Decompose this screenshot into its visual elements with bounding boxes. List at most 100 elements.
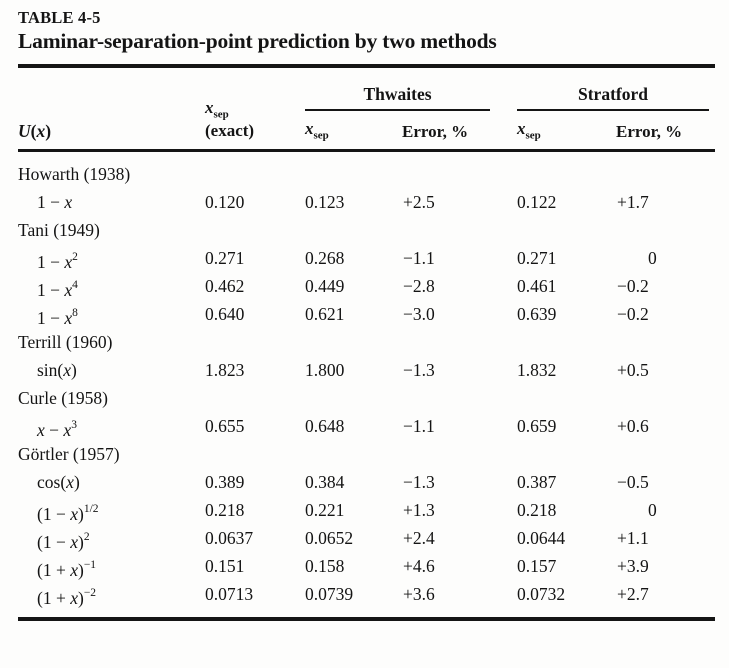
column-header-stratford-xsep: xsep — [517, 119, 541, 142]
velocity-formula-cell: (1 − x)1/2 — [37, 502, 99, 524]
xsep-exact-cell: 0.151 — [205, 555, 245, 576]
thwaites-xsep-cell: 0.384 — [305, 471, 345, 492]
velocity-formula-cell: 1 − x8 — [37, 306, 78, 328]
stratford-error-cell: −0.2 — [617, 303, 649, 324]
stratford-xsep-cell: 0.659 — [517, 415, 557, 436]
table-label: TABLE 4-5 — [18, 8, 101, 27]
thwaites-error-cell: +2.4 — [403, 527, 435, 548]
stratford-error-cell: −0.5 — [617, 471, 649, 492]
table-row: cos(x) 0.389 0.384 −1.3 0.387 −0.5 — [18, 468, 715, 496]
stratford-xsep-cell: 0.639 — [517, 303, 557, 324]
exact-label: (exact) — [205, 121, 255, 141]
group-row: Curle (1958) — [18, 384, 715, 412]
stratford-error-cell: 0 — [648, 499, 657, 520]
xsep-symbol: xsep — [205, 97, 229, 121]
xsep-exact-cell: 0.462 — [205, 275, 245, 296]
stratford-xsep-cell: 0.157 — [517, 555, 557, 576]
column-header-xsep-exact: xsep (exact) — [205, 98, 305, 142]
group-row: Terrill (1960) — [18, 328, 715, 356]
table-row: (1 − x)2 0.0637 0.0652 +2.4 0.0644 +1.1 — [18, 524, 715, 552]
stratford-error-cell: +1.7 — [617, 191, 649, 212]
xsep-exact-cell: 0.120 — [205, 191, 245, 212]
column-group-stratford: Stratford — [517, 84, 709, 112]
thwaites-xsep-cell: 0.221 — [305, 499, 345, 520]
thwaites-error-cell: −1.1 — [403, 247, 435, 268]
table-header: U(x) xsep (exact) Thwaites Stratford xse… — [18, 84, 715, 152]
thwaites-error-cell: +4.6 — [403, 555, 435, 576]
xsep-exact-cell: 0.271 — [205, 247, 245, 268]
thwaites-error-cell: −3.0 — [403, 303, 435, 324]
velocity-formula-cell: 1 − x4 — [37, 278, 78, 300]
thwaites-error-cell: −1.3 — [403, 359, 435, 380]
column-header-thwaites-error: Error, % — [402, 121, 469, 141]
table-caption: TABLE 4-5 Laminar-separation-point predi… — [18, 8, 713, 54]
column-header-stratford-error: Error, % — [616, 121, 683, 141]
thwaites-xsep-cell: 0.123 — [305, 191, 345, 212]
thwaites-error-cell: +1.3 — [403, 499, 435, 520]
top-rule — [18, 64, 715, 69]
thwaites-xsep-cell: 0.621 — [305, 303, 345, 324]
stratford-error-cell: +0.6 — [617, 415, 649, 436]
velocity-formula-cell: x − x3 — [37, 418, 77, 440]
stratford-error-cell: +1.1 — [617, 527, 649, 548]
stratford-xsep-cell: 0.0732 — [517, 583, 566, 604]
thwaites-xsep-cell: 0.158 — [305, 555, 345, 576]
group-row: Tani (1949) — [18, 216, 715, 244]
thwaites-xsep-cell: 0.0652 — [305, 527, 354, 548]
stratford-error-cell: +0.5 — [617, 359, 649, 380]
table-title: Laminar-separation-point prediction by t… — [18, 28, 497, 53]
xsep-exact-cell: 0.0637 — [205, 527, 254, 548]
thwaites-error-cell: −2.8 — [403, 275, 435, 296]
table-row: (1 − x)1/2 0.218 0.221 +1.3 0.218 0 — [18, 496, 715, 524]
xsep-exact-cell: 0.389 — [205, 471, 245, 492]
thwaites-xsep-cell: 0.449 — [305, 275, 345, 296]
table-row: (1 + x)−2 0.0713 0.0739 +3.6 0.0732 +2.7 — [18, 580, 715, 608]
thwaites-xsep-cell: 1.800 — [305, 359, 345, 380]
thwaites-xsep-cell: 0.648 — [305, 415, 345, 436]
table-body: Howarth (1938) 1 − x 0.120 0.123 +2.5 0.… — [18, 152, 713, 608]
velocity-formula-cell: sin(x) — [37, 359, 77, 380]
stratford-xsep-cell: 1.832 — [517, 359, 557, 380]
table-row: 1 − x8 0.640 0.621 −3.0 0.639 −0.2 — [18, 300, 715, 328]
table-page: TABLE 4-5 Laminar-separation-point predi… — [18, 8, 715, 621]
stratford-error-cell: +3.9 — [617, 555, 649, 576]
thwaites-error-cell: −1.3 — [403, 471, 435, 492]
velocity-formula-cell: (1 − x)2 — [37, 530, 90, 552]
xsep-exact-cell: 0.640 — [205, 303, 245, 324]
stratford-error-cell: −0.2 — [617, 275, 649, 296]
group-name: Curle (1958) — [18, 387, 108, 408]
xsep-exact-cell: 0.218 — [205, 499, 245, 520]
bottom-rule — [18, 616, 715, 621]
column-header-thwaites-xsep: xsep — [305, 119, 329, 142]
stratford-xsep-cell: 0.122 — [517, 191, 557, 212]
velocity-formula-cell: (1 + x)−1 — [37, 558, 97, 580]
thwaites-error-cell: +2.5 — [403, 191, 435, 212]
group-name: Görtler (1957) — [18, 443, 120, 464]
group-name: Terrill (1960) — [18, 331, 113, 352]
group-name: Tani (1949) — [18, 219, 100, 240]
group-row: Howarth (1938) — [18, 160, 715, 188]
table-row: 1 − x 0.120 0.123 +2.5 0.122 +1.7 — [18, 188, 715, 216]
column-group-thwaites: Thwaites — [305, 84, 490, 112]
velocity-formula-cell: (1 + x)−2 — [37, 586, 97, 608]
stratford-xsep-cell: 0.271 — [517, 247, 557, 268]
stratford-xsep-cell: 0.461 — [517, 275, 557, 296]
stratford-error-cell: 0 — [648, 247, 657, 268]
table-row: 1 − x4 0.462 0.449 −2.8 0.461 −0.2 — [18, 272, 715, 300]
thwaites-error-cell: −1.1 — [403, 415, 435, 436]
stratford-xsep-cell: 0.387 — [517, 471, 557, 492]
stratford-xsep-cell: 0.218 — [517, 499, 557, 520]
velocity-formula-cell: 1 − x2 — [37, 250, 78, 272]
thwaites-xsep-cell: 0.268 — [305, 247, 345, 268]
stratford-error-cell: +2.7 — [617, 583, 649, 604]
group-row: Görtler (1957) — [18, 440, 715, 468]
table-row: sin(x) 1.823 1.800 −1.3 1.832 +0.5 — [18, 356, 715, 384]
table-row: x − x3 0.655 0.648 −1.1 0.659 +0.6 — [18, 412, 715, 440]
velocity-formula-cell: 1 − x — [37, 191, 73, 212]
table-row: 1 − x2 0.271 0.268 −1.1 0.271 0 — [18, 244, 715, 272]
xsep-exact-cell: 0.655 — [205, 415, 245, 436]
stratford-xsep-cell: 0.0644 — [517, 527, 566, 548]
xsep-exact-cell: 0.0713 — [205, 583, 254, 604]
xsep-exact-cell: 1.823 — [205, 359, 245, 380]
group-name: Howarth (1938) — [18, 163, 131, 184]
